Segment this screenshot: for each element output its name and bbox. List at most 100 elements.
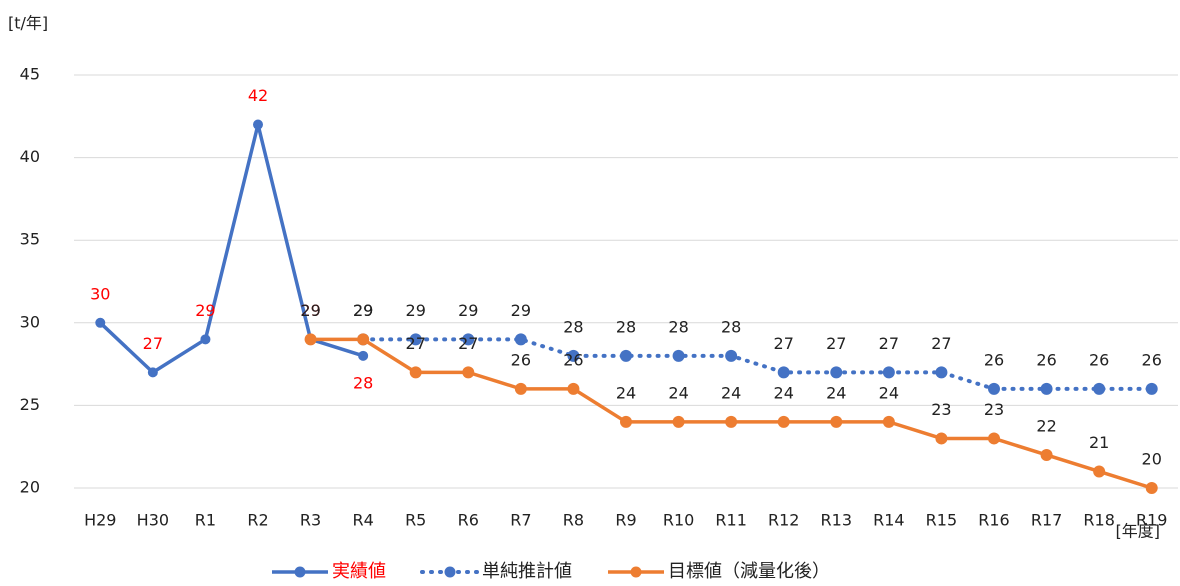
y-tick-label: 45 bbox=[20, 65, 40, 84]
x-tick-label: R18 bbox=[1083, 511, 1114, 530]
data-label: 29 bbox=[458, 301, 478, 320]
data-label: 26 bbox=[1036, 350, 1056, 369]
data-label: 20 bbox=[1142, 450, 1162, 469]
point bbox=[567, 382, 580, 395]
data-label: 24 bbox=[774, 383, 794, 402]
data-label: 27 bbox=[931, 334, 951, 353]
x-tick-label: R14 bbox=[873, 511, 904, 530]
point bbox=[200, 334, 211, 345]
legend-marker bbox=[630, 566, 642, 578]
x-axis-label: [年度] bbox=[1116, 522, 1161, 541]
point bbox=[620, 415, 632, 428]
x-tick-label: R11 bbox=[715, 511, 746, 530]
point bbox=[830, 366, 843, 379]
data-label: 24 bbox=[616, 383, 636, 402]
data-label: 26 bbox=[1089, 350, 1109, 369]
data-label: 27 bbox=[774, 334, 794, 353]
x-tick-label: R1 bbox=[195, 511, 216, 530]
point bbox=[935, 366, 948, 379]
point bbox=[95, 317, 106, 328]
point bbox=[1040, 448, 1053, 461]
point bbox=[147, 367, 158, 378]
point bbox=[567, 349, 580, 362]
data-label: 29 bbox=[353, 301, 373, 320]
legend-label: 目標値（減量化後） bbox=[668, 561, 830, 582]
point bbox=[514, 333, 527, 346]
data-label: 24 bbox=[879, 383, 899, 402]
point bbox=[777, 415, 790, 428]
x-tick-label: R8 bbox=[563, 511, 584, 530]
x-tick-label: R10 bbox=[663, 511, 694, 530]
data-label: 24 bbox=[721, 383, 741, 402]
x-tick-label: R7 bbox=[510, 511, 531, 530]
data-label: 42 bbox=[248, 86, 268, 105]
x-tick-label: R13 bbox=[821, 511, 852, 530]
y-tick-label: 30 bbox=[20, 312, 40, 331]
x-tick-label: R4 bbox=[352, 511, 373, 530]
x-tick-label: H30 bbox=[137, 511, 169, 530]
data-label: 23 bbox=[984, 400, 1004, 419]
point bbox=[725, 349, 738, 362]
point bbox=[1040, 382, 1053, 395]
data-label: 29 bbox=[511, 301, 531, 320]
legend-marker bbox=[294, 566, 306, 578]
x-tick-label: R16 bbox=[978, 511, 1009, 530]
data-label: 24 bbox=[826, 383, 846, 402]
data-label: 27 bbox=[143, 334, 163, 353]
point bbox=[358, 350, 369, 361]
data-label: 26 bbox=[511, 350, 531, 369]
x-tick-label: R19 bbox=[1136, 511, 1167, 530]
point bbox=[409, 366, 422, 379]
data-label: 23 bbox=[931, 400, 951, 419]
legend-marker bbox=[444, 566, 456, 578]
y-tick-label: 40 bbox=[20, 147, 40, 166]
data-label: 28 bbox=[563, 317, 583, 336]
point bbox=[620, 349, 632, 362]
data-label: 27 bbox=[458, 334, 478, 353]
point bbox=[1093, 465, 1106, 478]
y-tick-label: 25 bbox=[20, 395, 40, 414]
point bbox=[672, 415, 685, 428]
data-label: 22 bbox=[1036, 416, 1056, 435]
point bbox=[462, 366, 475, 379]
data-label: 29 bbox=[300, 301, 320, 320]
point bbox=[304, 333, 317, 346]
data-label: 26 bbox=[1142, 350, 1162, 369]
series-line bbox=[98, 122, 365, 375]
data-label: 29 bbox=[195, 301, 215, 320]
y-tick-label: 20 bbox=[20, 478, 40, 497]
legend-label: 単純推計値 bbox=[482, 561, 572, 582]
series-line bbox=[361, 337, 1154, 391]
x-tick-label: R2 bbox=[247, 511, 268, 530]
point bbox=[935, 432, 948, 445]
point bbox=[1093, 382, 1106, 395]
point bbox=[253, 119, 263, 130]
x-tick-label: R17 bbox=[1031, 511, 1062, 530]
data-label: 24 bbox=[668, 383, 688, 402]
point bbox=[357, 333, 370, 346]
point bbox=[882, 415, 895, 428]
point bbox=[1145, 482, 1158, 494]
point bbox=[988, 432, 1000, 445]
point bbox=[514, 382, 527, 395]
data-label: 28 bbox=[616, 317, 636, 336]
point bbox=[409, 333, 422, 346]
data-label: 21 bbox=[1089, 433, 1109, 452]
x-tick-label: R12 bbox=[768, 511, 799, 530]
point bbox=[725, 415, 738, 428]
data-label: 29 bbox=[353, 301, 373, 320]
legend-label: 実績値 bbox=[332, 561, 386, 582]
data-label: 26 bbox=[984, 350, 1004, 369]
x-tick-label: H29 bbox=[84, 511, 116, 530]
data-label: 27 bbox=[826, 334, 846, 353]
y-tick-label: 35 bbox=[20, 230, 40, 249]
point bbox=[777, 366, 790, 379]
point bbox=[1145, 382, 1158, 395]
x-tick-label: R9 bbox=[615, 511, 636, 530]
data-label: 27 bbox=[879, 334, 899, 353]
x-tick-label: R6 bbox=[458, 511, 479, 530]
y-axis-label: [t/年] bbox=[8, 14, 48, 33]
point bbox=[672, 349, 685, 362]
data-label: 29 bbox=[406, 301, 426, 320]
